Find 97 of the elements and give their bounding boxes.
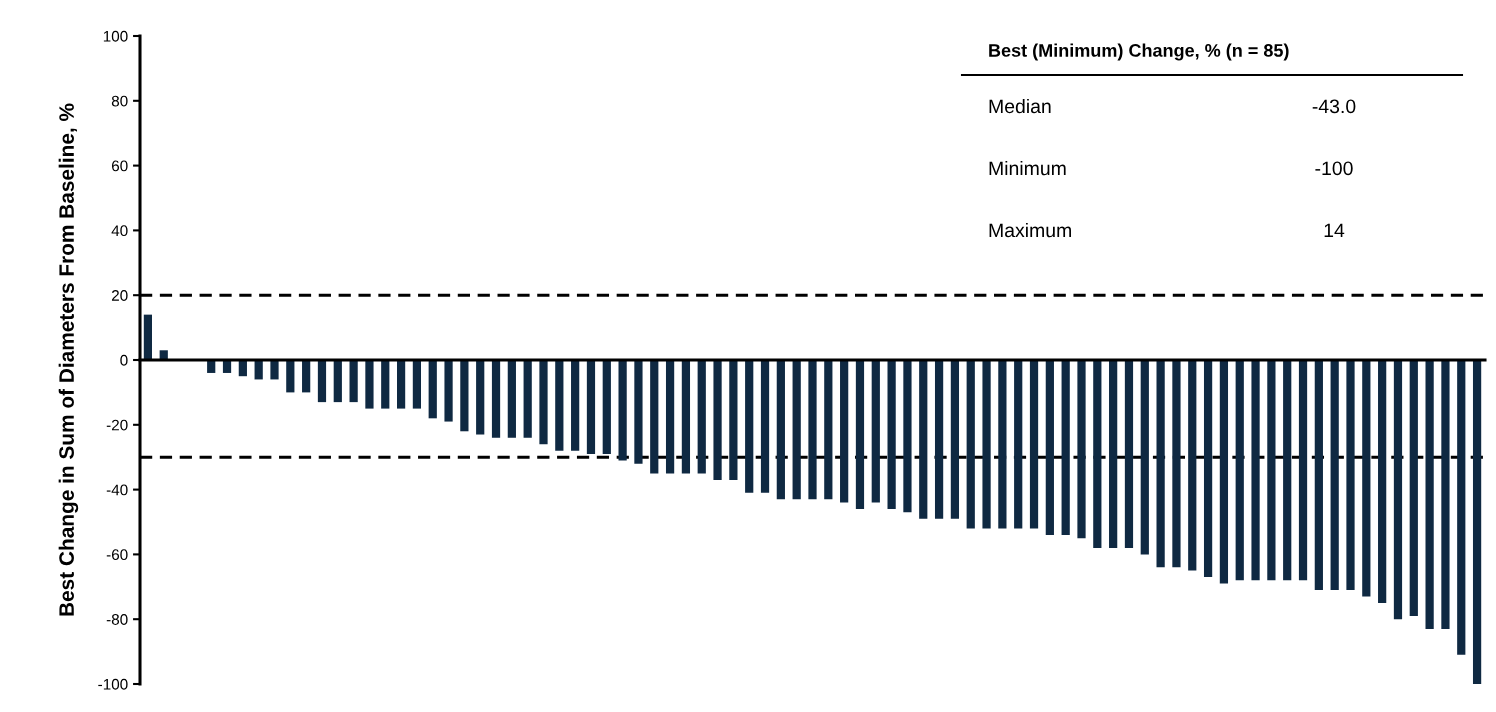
bar <box>1251 360 1260 581</box>
annotation: Median <box>989 98 1051 114</box>
bar <box>1330 360 1339 591</box>
bar <box>460 360 469 432</box>
annotation: -43.0 <box>1312 99 1356 114</box>
bar <box>571 360 580 451</box>
bar <box>491 360 501 438</box>
y-tick-label: -20 <box>106 419 128 431</box>
bar <box>871 360 880 503</box>
bar <box>1172 360 1181 568</box>
bar <box>792 360 801 500</box>
bar <box>966 360 975 529</box>
y-tick-label: -60 <box>106 549 128 561</box>
bar <box>982 360 991 529</box>
bar <box>1362 360 1371 597</box>
y-tick-label: -80 <box>106 614 128 625</box>
bar <box>950 360 960 519</box>
bar <box>1235 360 1244 581</box>
bar <box>1441 360 1450 629</box>
bar <box>476 360 485 435</box>
annotation: Best (Minimum) Change, % (n = 85) <box>989 43 1289 61</box>
y-tick-label: 100 <box>103 30 128 42</box>
bar <box>286 360 295 393</box>
bar <box>1045 360 1054 535</box>
bar <box>333 360 342 403</box>
bar <box>428 360 437 419</box>
bar <box>840 360 849 503</box>
bar <box>1219 360 1229 584</box>
bar <box>760 360 770 493</box>
bar <box>1457 360 1466 655</box>
bar <box>1314 360 1323 591</box>
bar <box>1378 360 1387 603</box>
bar <box>507 360 516 438</box>
bar <box>1029 360 1039 529</box>
y-axis-title: Best Change in Sum of Diameters From Baseline, % <box>58 103 79 616</box>
bar <box>143 314 153 360</box>
bar <box>1156 360 1165 568</box>
annotation: Maximum <box>989 222 1071 238</box>
bar <box>1077 360 1086 539</box>
annotation: Minimum <box>989 160 1066 176</box>
y-tick-label: -40 <box>106 484 128 496</box>
bar <box>1188 360 1197 571</box>
bar <box>1014 360 1023 529</box>
bar <box>396 360 406 409</box>
bar <box>808 360 817 500</box>
bar <box>1109 360 1118 548</box>
bar <box>555 360 564 451</box>
annotation: 14 <box>1324 223 1345 238</box>
bar <box>887 360 896 510</box>
bar <box>539 360 548 445</box>
bar <box>1425 360 1434 629</box>
bar <box>729 360 738 480</box>
bar <box>650 360 659 474</box>
bar <box>365 360 374 409</box>
bar <box>302 360 311 393</box>
bar <box>855 360 865 510</box>
bar <box>697 360 706 474</box>
bar <box>602 360 611 454</box>
annotation: -100 <box>1315 161 1353 176</box>
bar <box>1346 360 1355 591</box>
bar <box>1472 360 1482 684</box>
bar <box>919 360 928 519</box>
bar <box>1298 360 1308 581</box>
bar <box>1283 360 1292 581</box>
bar <box>381 360 390 409</box>
bar <box>1140 360 1149 555</box>
bar <box>824 360 833 500</box>
bar <box>1203 360 1213 578</box>
bar <box>444 360 453 422</box>
y-tick-label: 60 <box>111 160 128 172</box>
y-tick-label: -100 <box>98 678 128 690</box>
bar <box>618 360 627 461</box>
bar <box>934 360 944 519</box>
bar <box>903 360 912 513</box>
bar <box>349 360 358 403</box>
bar <box>776 360 785 500</box>
bar <box>317 360 327 403</box>
bar <box>1409 360 1418 616</box>
bar <box>665 360 675 474</box>
bar <box>412 360 422 409</box>
bar <box>1267 360 1276 581</box>
bar <box>713 360 722 480</box>
bar <box>270 360 279 380</box>
bar <box>681 360 691 474</box>
y-tick-label: 40 <box>111 225 128 237</box>
bar <box>1393 360 1403 620</box>
bar <box>1061 360 1070 535</box>
bar <box>1124 360 1134 548</box>
y-tick-label: 20 <box>111 290 128 301</box>
y-tick-label: 0 <box>120 354 128 366</box>
bar <box>523 360 532 438</box>
y-tick-label: 80 <box>111 95 128 107</box>
bar <box>998 360 1007 529</box>
bar <box>745 360 754 493</box>
bar <box>1093 360 1102 548</box>
bar <box>586 360 596 454</box>
bar <box>634 360 643 464</box>
